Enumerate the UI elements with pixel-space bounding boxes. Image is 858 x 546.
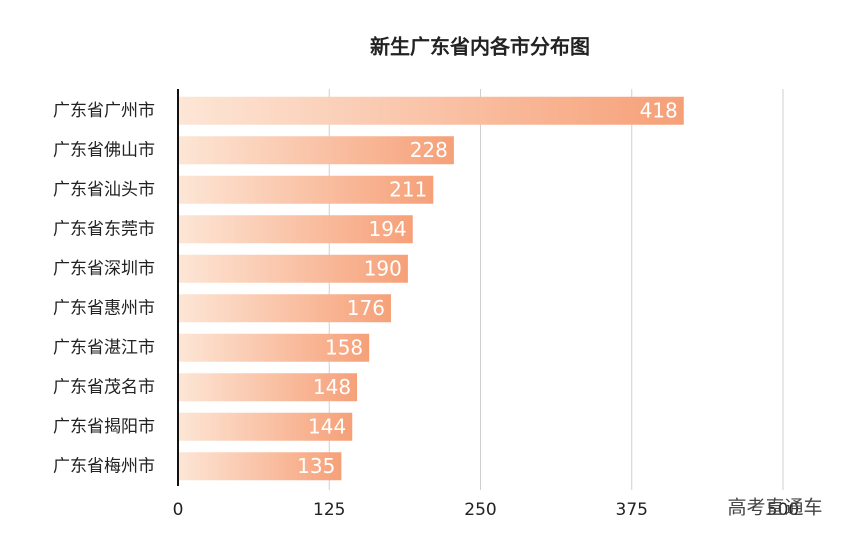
y-tick-label: 广东省揭阳市 [53, 417, 155, 437]
chart-title: 新生广东省内各市分布图 [370, 35, 590, 59]
y-tick-label: 广东省茂名市 [53, 377, 155, 397]
y-tick-label: 广东省广州市 [53, 101, 155, 121]
bar [178, 175, 434, 204]
bar [178, 373, 358, 402]
bar [178, 96, 684, 125]
x-tick-label: 500 [767, 500, 799, 520]
y-tick-label: 广东省湛江市 [53, 338, 155, 358]
bar [178, 412, 353, 441]
value-label: 158 [325, 335, 363, 359]
y-tick-label: 广东省东莞市 [53, 219, 155, 239]
value-label: 228 [410, 138, 448, 162]
value-label: 148 [313, 375, 351, 399]
bar [178, 452, 342, 481]
value-label: 135 [297, 454, 335, 478]
y-tick-label: 广东省汕头市 [53, 180, 155, 200]
y-tick-label: 广东省深圳市 [53, 259, 155, 279]
value-label: 176 [347, 296, 385, 320]
value-label: 190 [364, 256, 402, 280]
x-tick-label: 125 [313, 500, 345, 520]
bar [178, 215, 413, 244]
bar [178, 136, 454, 165]
bar [178, 294, 391, 323]
x-tick-label: 375 [616, 500, 648, 520]
value-label: 418 [640, 98, 678, 122]
bar [178, 254, 408, 283]
x-tick-label: 0 [173, 500, 184, 520]
bar [178, 333, 370, 362]
watermark: 高考直通车 [727, 497, 822, 519]
value-label: 194 [369, 217, 407, 241]
y-tick-label: 广东省梅州市 [53, 456, 155, 476]
y-tick-label: 广东省佛山市 [53, 140, 155, 160]
y-tick-label: 广东省惠州市 [53, 298, 155, 318]
value-label: 144 [308, 414, 346, 438]
x-tick-label: 250 [464, 500, 496, 520]
value-label: 211 [389, 177, 427, 201]
